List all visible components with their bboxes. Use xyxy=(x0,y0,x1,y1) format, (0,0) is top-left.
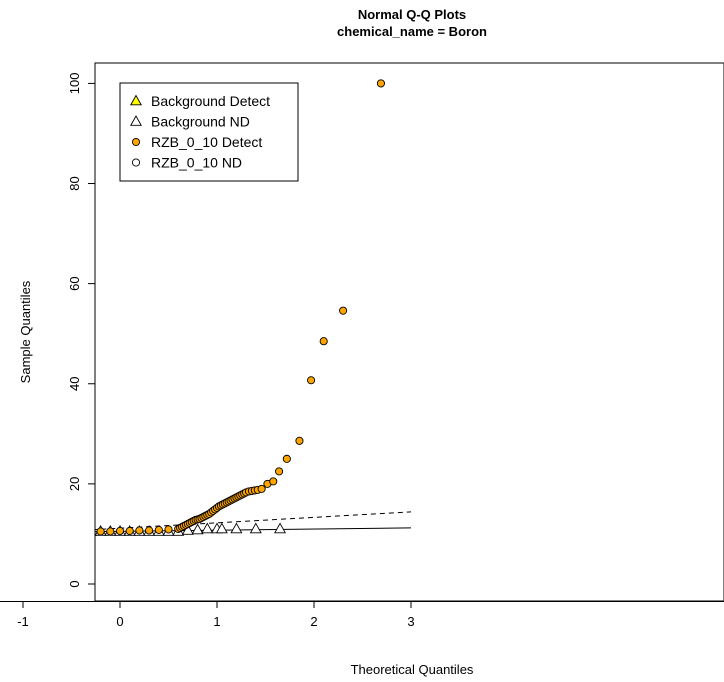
y-tick-label: 80 xyxy=(67,176,82,190)
legend-box xyxy=(119,82,299,182)
rzb-0-10-detect-point xyxy=(68,529,75,536)
rzb-0-10-detect-point xyxy=(275,467,284,476)
chart-subtitle: chemical_name = Boron xyxy=(337,24,487,39)
legend-label-background-nd: Background ND xyxy=(151,114,250,130)
x-axis-label: Theoretical Quantiles xyxy=(351,662,474,677)
background-detect-point xyxy=(29,538,39,547)
background-nd-point xyxy=(230,522,243,534)
y-tick-label: 60 xyxy=(67,276,82,290)
background-nd-point xyxy=(47,526,57,535)
y-tick-label: 0 xyxy=(67,580,82,587)
rzb-0-10-detect-point xyxy=(87,528,94,535)
background-nd-point xyxy=(201,522,214,534)
x-tick-label: 1 xyxy=(213,614,220,629)
background-nd-point xyxy=(76,526,86,535)
legend-marker-background-detect xyxy=(130,94,142,106)
legend-marker-background-nd xyxy=(130,115,142,126)
rzb-0-10-detect-point xyxy=(115,526,125,535)
background-nd-point xyxy=(191,523,204,535)
y-axis-label: Sample Quantiles xyxy=(18,280,33,383)
rzb-0-10-detect-point xyxy=(10,531,17,538)
rzb-0-10-detect-point xyxy=(282,454,291,463)
y-tick-label: 100 xyxy=(67,73,82,95)
legend-marker-rzb-0-10-nd xyxy=(131,158,141,167)
background-nd-point xyxy=(215,522,228,534)
rzb-0-10-detect-point xyxy=(3,543,10,550)
rzb-0-10-detect-point xyxy=(257,484,266,493)
x-tick-label: 0 xyxy=(116,614,123,629)
rzb-0-10-detect-point xyxy=(154,525,163,534)
rzb-0-10-detect-point xyxy=(339,306,348,315)
chart-title: Normal Q-Q Plots xyxy=(358,7,466,22)
y-tick-label: 40 xyxy=(67,377,82,391)
background-detect-point xyxy=(3,543,13,552)
legend-marker-rzb-0-10-detect xyxy=(131,137,141,147)
rzb-0-10-detect-point xyxy=(0,550,4,557)
background-nd-point xyxy=(37,526,47,535)
rzb-0-10-detect-point xyxy=(96,527,105,536)
background-nd-point xyxy=(66,526,76,535)
background-nd-point xyxy=(274,522,287,534)
rzb-0-10-detect-point xyxy=(106,527,115,536)
legend: Background Detect Background ND RZB_0_10 D… xyxy=(119,82,299,182)
background-nd-point xyxy=(57,526,67,535)
legend-label-rzb-0-10-nd: RZB_0_10 ND xyxy=(151,155,242,171)
rzb-0-10-detect-point xyxy=(78,529,85,536)
rzb-0-10-detect-point xyxy=(125,526,134,535)
rzb-0-10-detect-point xyxy=(307,376,316,385)
x-tick-label: 2 xyxy=(310,614,317,629)
rzb-0-10-detect-point xyxy=(164,525,173,534)
rzb-0-10-detect-point xyxy=(319,337,328,346)
background-nd-point xyxy=(249,522,262,534)
rzb-0-10-detect-point xyxy=(135,526,144,535)
legend-label-background-detect: Background Detect xyxy=(151,93,270,109)
reference-line-dashed xyxy=(95,511,412,531)
x-tick-label: -1 xyxy=(17,614,29,629)
y-tick-label: 20 xyxy=(67,477,82,491)
rzb-0-10-detect-point xyxy=(0,545,7,552)
legend-label-rzb-0-10-detect: RZB_0_10 Detect xyxy=(151,134,262,150)
rzb-0-10-detect-point xyxy=(0,555,1,562)
rzb-0-10-detect-point xyxy=(269,477,278,486)
rzb-0-10-detect-point xyxy=(6,535,13,542)
background-detect-point xyxy=(16,541,26,550)
x-tick-label: 3 xyxy=(407,614,414,629)
rzb-0-10-detect-point xyxy=(8,533,15,540)
rzb-0-10-detect-point xyxy=(145,526,154,535)
rzb-0-10-detect-point xyxy=(376,79,385,88)
y-axis: 0 20 40 60 80 100 xyxy=(67,73,95,588)
rzb-0-10-detect-point xyxy=(295,436,304,445)
rzb-0-10-detect-point xyxy=(12,530,19,537)
